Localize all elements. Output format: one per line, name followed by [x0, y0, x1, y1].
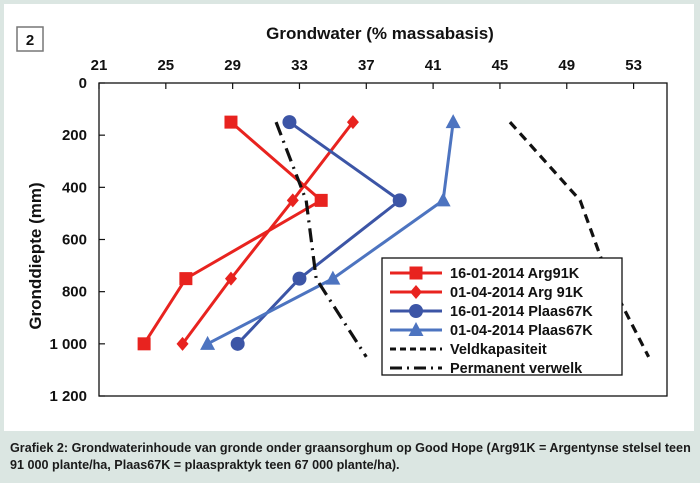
data-point	[179, 272, 193, 286]
figure-caption: Grafiek 2: Grondwaterinhoude van gronde …	[10, 441, 691, 472]
legend-item: Veldkapasiteit	[390, 342, 547, 358]
series-2	[176, 115, 359, 351]
legend-label: 01-04-2014 Plaas67K	[450, 323, 593, 339]
data-point	[200, 335, 216, 350]
x-axis-title: Grondwater (% massabasis)	[266, 24, 494, 43]
legend-item: 01-04-2014 Plaas67K	[390, 322, 593, 339]
x-tick-label: 53	[625, 57, 642, 74]
legend-item: 16-01-2014 Arg91K	[390, 266, 580, 282]
series-line	[508, 121, 651, 358]
data-point	[435, 192, 451, 207]
chart-svg: 2 Grondwater (% massabasis) Gronddiepte …	[16, 24, 668, 405]
x-tick-label: 29	[224, 57, 241, 74]
series-1	[137, 115, 328, 351]
chart-panel: 2 Grondwater (% massabasis) Gronddiepte …	[4, 4, 694, 431]
figure-badge: 2	[16, 26, 44, 52]
data-point	[224, 271, 237, 286]
data-point	[230, 336, 245, 351]
legend-swatch-marker	[408, 322, 424, 336]
series-3	[230, 115, 407, 351]
data-point	[392, 193, 407, 208]
legend-label: Veldkapasiteit	[450, 342, 547, 358]
figure-badge-box	[16, 26, 44, 52]
x-tick-label: 41	[425, 57, 442, 74]
y-tick-label: 1 200	[49, 388, 87, 405]
x-tick-label: 25	[157, 57, 174, 74]
legend-swatch-marker	[409, 304, 423, 318]
series-5	[508, 121, 651, 358]
data-point	[286, 193, 299, 208]
x-tick-label: 49	[558, 57, 575, 74]
legend-item: Permanent verwelk	[390, 361, 583, 377]
series-line	[142, 120, 323, 345]
data-point	[137, 337, 151, 351]
legend-item: 01-04-2014 Arg 91K	[390, 285, 584, 301]
series-line	[181, 121, 355, 345]
y-tick-label: 200	[62, 127, 87, 144]
legend-label: Permanent verwelk	[450, 361, 583, 377]
y-axis-title: Gronddiepte (mm)	[26, 182, 45, 329]
x-tick-label: 37	[358, 57, 375, 74]
legend-swatch-marker	[410, 285, 422, 299]
x-tick-label: 21	[91, 57, 108, 74]
series-line	[206, 121, 455, 346]
legend-label: 16-01-2014 Arg91K	[450, 266, 580, 282]
series-line	[274, 121, 368, 358]
data-point	[224, 115, 238, 129]
data-point	[325, 270, 341, 285]
legend-item: 16-01-2014 Plaas67K	[390, 304, 593, 320]
data-point	[314, 193, 328, 207]
series-6	[274, 121, 368, 358]
x-tick-label: 33	[291, 57, 308, 74]
data-point	[445, 114, 461, 129]
figure-number: 2	[26, 32, 34, 49]
x-tick-group: 21 25 29 33 37 41 45 49 53	[91, 57, 642, 89]
legend-label: 01-04-2014 Arg 91K	[450, 285, 584, 301]
legend-swatch-marker	[409, 266, 423, 280]
data-point	[282, 115, 297, 130]
y-tick-label: 600	[62, 232, 87, 249]
y-tick-label: 1 000	[49, 336, 87, 353]
data-point	[346, 115, 359, 130]
series-4	[200, 114, 461, 350]
data-point	[292, 271, 307, 286]
y-tick-group: 0 200 400 600 800 1 000 1 200	[49, 75, 105, 405]
series-layer	[137, 114, 651, 358]
legend: 16-01-2014 Arg91K 01-04-2014 Arg 91K 16-01…	[381, 257, 623, 377]
x-tick-label: 45	[492, 57, 509, 74]
y-tick-label: 400	[62, 179, 87, 196]
legend-label: 16-01-2014 Plaas67K	[450, 304, 593, 320]
y-tick-label: 0	[79, 75, 87, 92]
data-point	[176, 336, 189, 351]
y-tick-label: 800	[62, 284, 87, 301]
